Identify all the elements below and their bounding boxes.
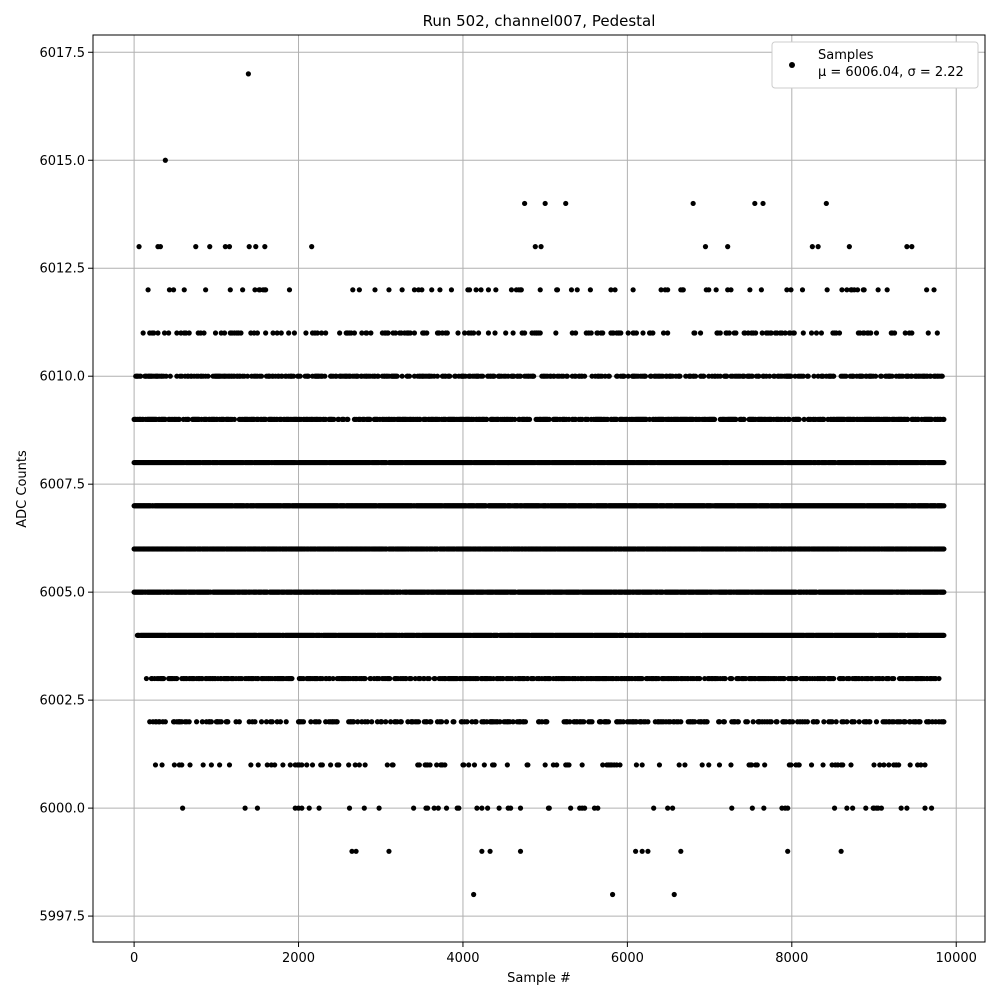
plot-area <box>93 35 985 942</box>
data-point <box>941 589 947 595</box>
data-point <box>426 675 432 682</box>
data-points <box>131 71 947 898</box>
data-point <box>289 675 295 682</box>
data-point <box>941 632 947 638</box>
data-point <box>387 675 393 682</box>
data-point <box>941 503 947 509</box>
data-point <box>161 675 167 682</box>
data-point <box>941 459 947 466</box>
data-point <box>941 546 947 552</box>
data-point <box>143 675 150 682</box>
data-point <box>174 675 180 682</box>
data-point <box>362 675 368 682</box>
